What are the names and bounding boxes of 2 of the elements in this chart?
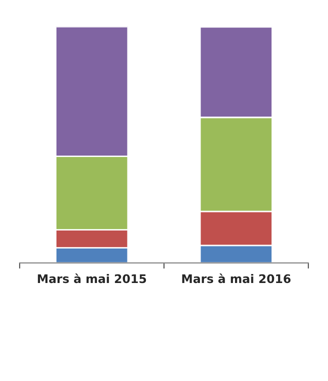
- x-tick-label: Mars à mai 2015: [38, 274, 146, 284]
- x-tick-label: Mars à mai 2016: [182, 274, 291, 284]
